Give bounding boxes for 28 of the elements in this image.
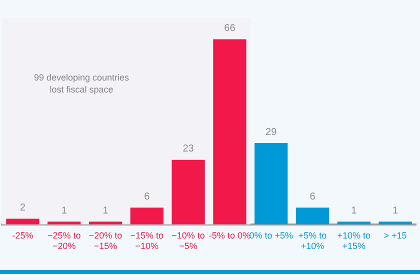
data-label: 6	[144, 191, 150, 202]
x-tick-label: −20% to −15%	[88, 230, 122, 252]
data-label: 1	[351, 205, 358, 216]
x-tick-label: 0% to +5%	[249, 230, 293, 240]
data-label: 1	[102, 205, 109, 216]
x-tick-label: -25%	[12, 230, 34, 240]
data-label: 23	[182, 144, 194, 155]
bar	[213, 39, 246, 224]
x-tick-label: +5% to +10%	[298, 230, 327, 252]
band-label: 99 developing countries lost fiscal space	[34, 72, 130, 94]
bar	[296, 208, 330, 224]
x-tick-label: -5% to 0%	[208, 230, 250, 240]
data-label: 1	[61, 205, 68, 216]
data-label: 6	[310, 191, 316, 202]
x-tick-label: −25% to −20%	[47, 230, 81, 252]
x-tick-label: +10% to +15%	[337, 230, 371, 252]
data-label: 1	[392, 205, 399, 216]
bar	[378, 222, 412, 224]
data-label: 2	[20, 202, 26, 214]
bar	[254, 143, 288, 224]
x-tick-label: −10% to −5%	[172, 230, 205, 252]
bar	[6, 218, 40, 224]
x-tick-label: −15% to −10%	[130, 230, 164, 252]
x-tick-label: > +15	[384, 230, 407, 240]
bar	[130, 208, 164, 224]
data-label: 29	[266, 126, 278, 138]
bar	[172, 160, 205, 224]
data-label: 66	[224, 22, 236, 34]
